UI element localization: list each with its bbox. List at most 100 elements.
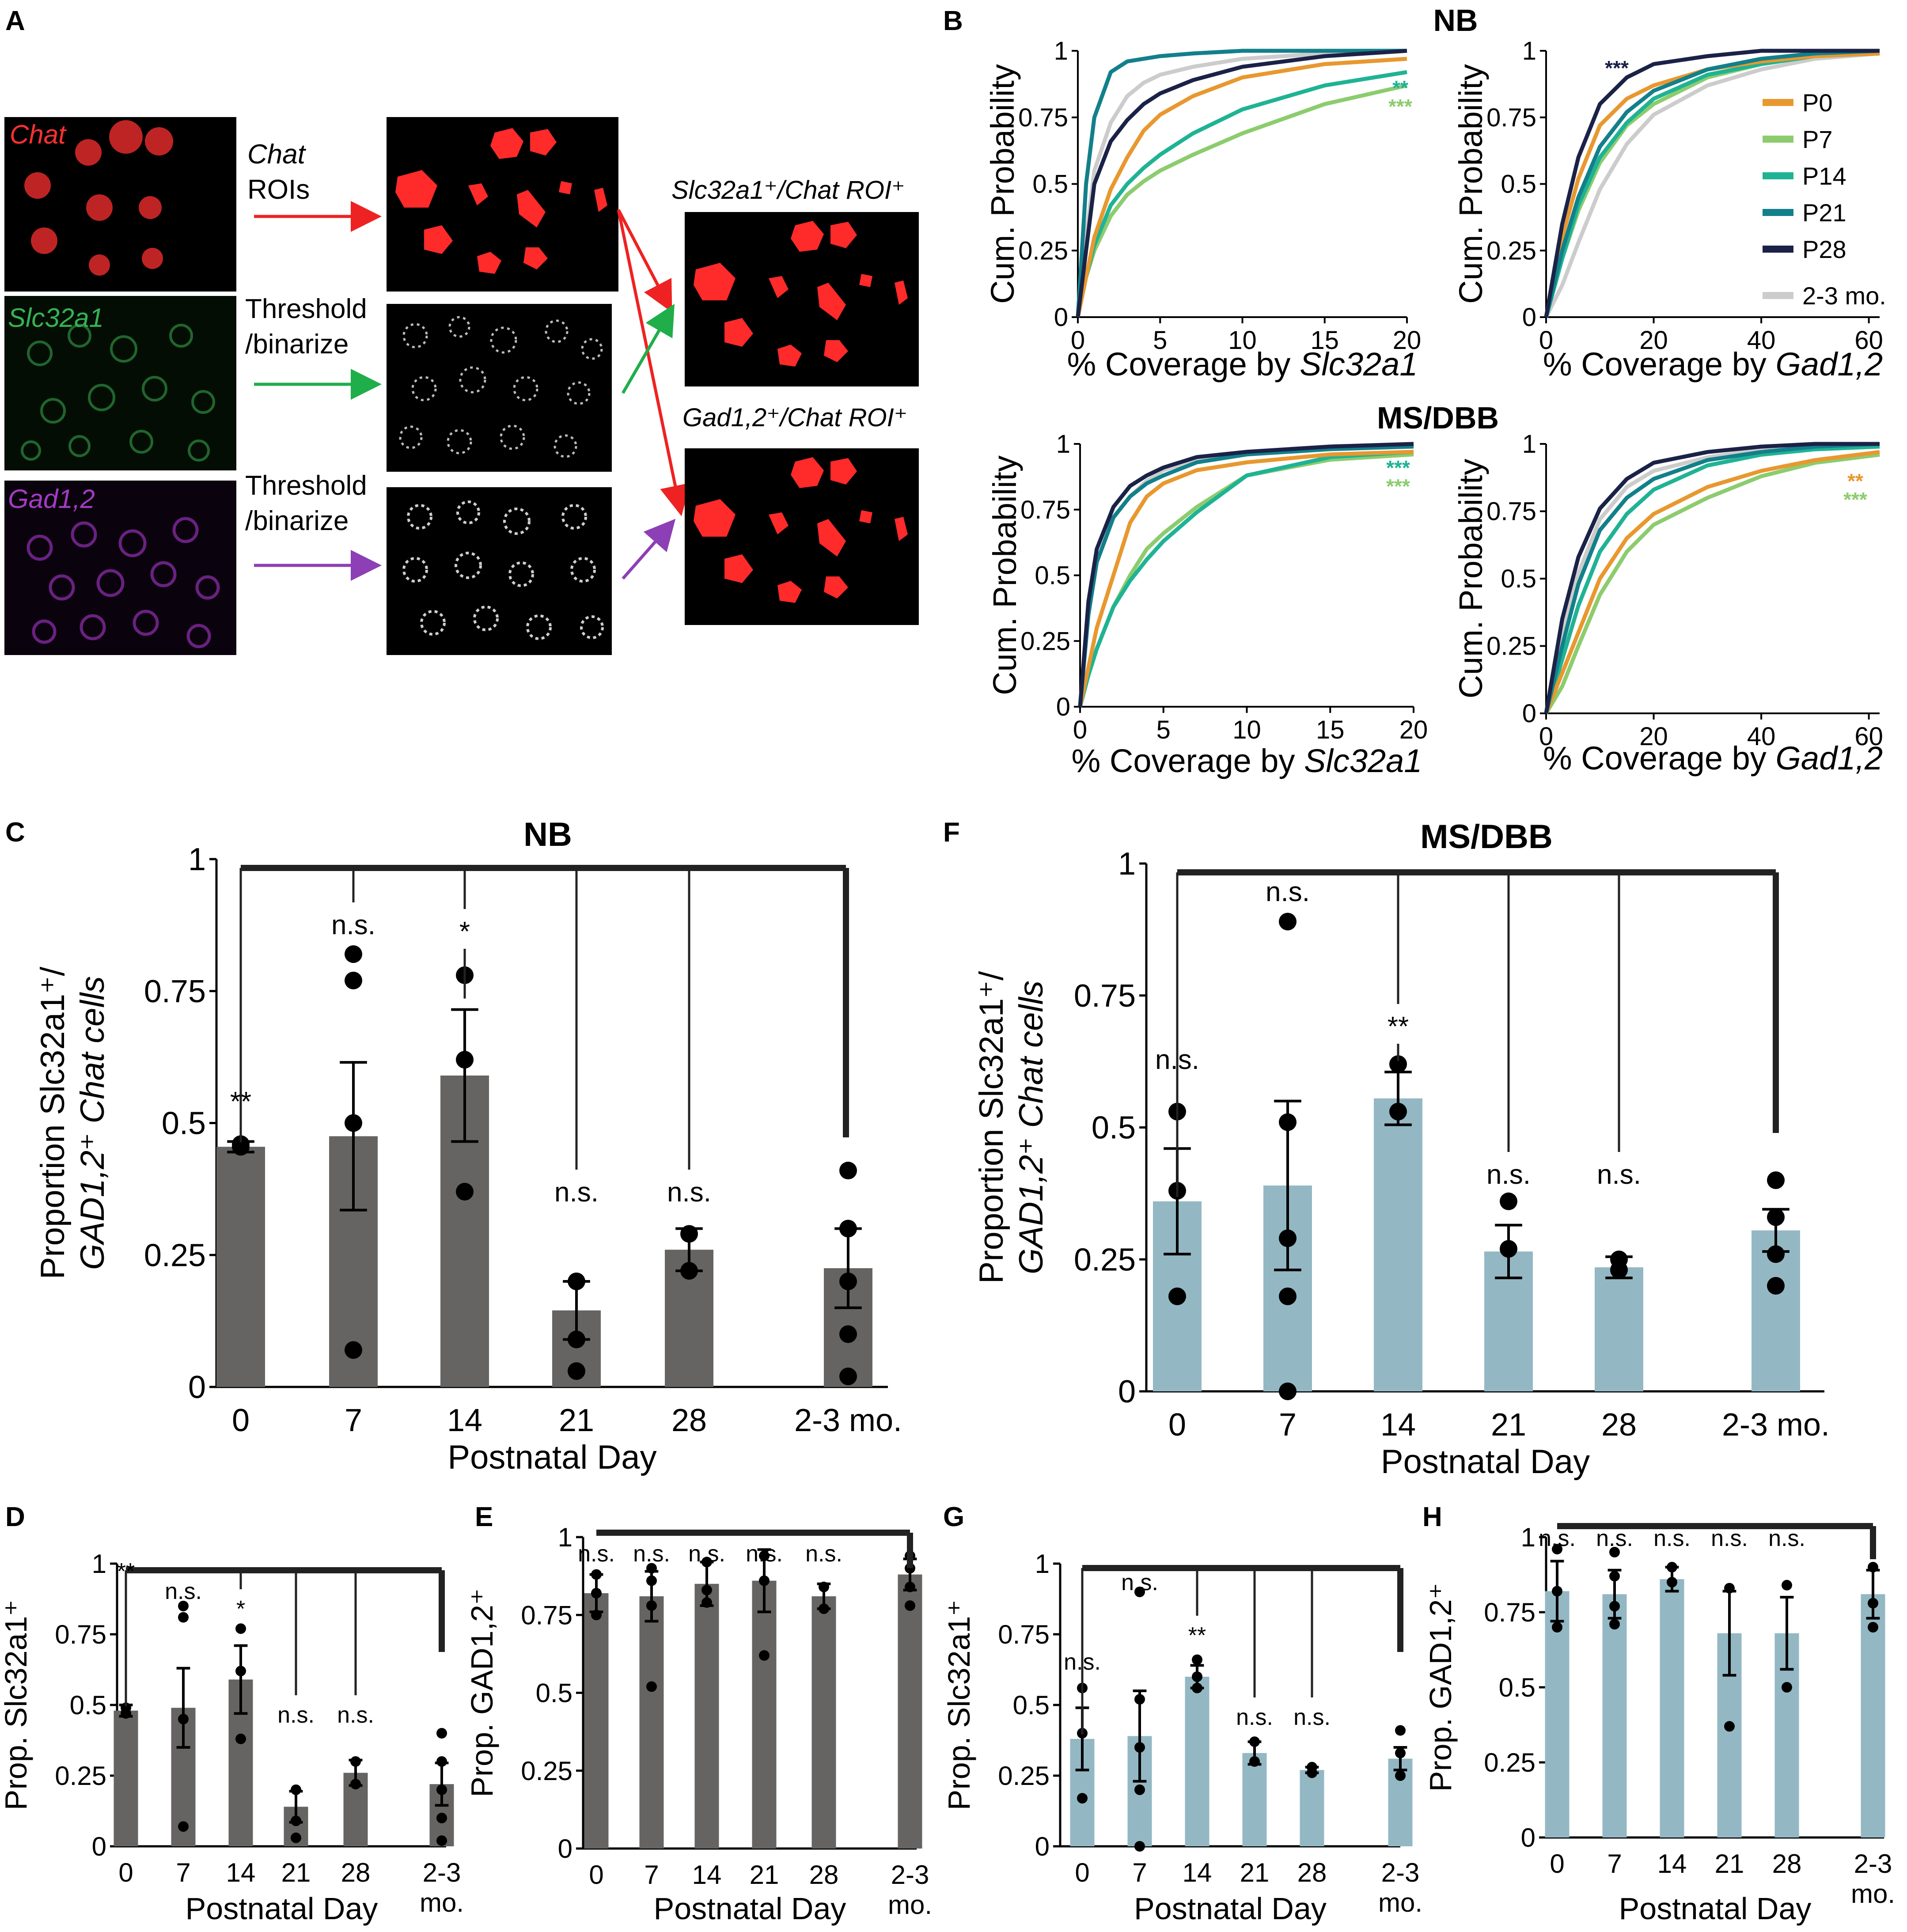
slc-binary-image [387,304,612,472]
y-tick-label: 0.75 [1486,103,1536,132]
data-point [1767,1208,1785,1226]
significance-label: ** [230,1087,251,1117]
y-tick-label: 0.5 [1032,170,1068,199]
gad-signal [27,517,220,648]
cdf-line-P0 [1076,57,1407,318]
data-point [1134,1742,1145,1753]
x-tick-label: 7 [1607,1849,1622,1879]
x-tick-label: 14 [1183,1858,1212,1887]
significance-marker: *** [1605,57,1629,80]
x-tick-label: 28 [1601,1407,1637,1443]
y-axis-label: Cum. Probability [1452,64,1489,304]
x-tick-label: mo. [1378,1888,1422,1917]
data-point [701,1557,712,1568]
data-point [646,1600,657,1611]
panel-letter-d: D [5,1502,25,1532]
data-point [1395,1770,1406,1781]
x-tick-label: 7 [176,1858,190,1887]
data-point [839,1273,857,1290]
data-point [436,1784,447,1795]
x-tick-label: 2-3 [423,1858,461,1887]
chat-roi-shapes [395,128,607,274]
data-point [178,1821,189,1832]
x-tick-label: 0 [118,1858,133,1887]
y-tick-label: 1 [1118,846,1136,882]
panel-a: Chat Slc32a1 Gad1,2 Chat ROIs Threshold … [4,117,919,655]
y-tick-label: 0.5 [1035,561,1070,590]
y-axis-label: Prop. Slc32a1⁺ [942,1600,976,1811]
data-point [1552,1544,1562,1555]
significance-label: n.s. [1539,1526,1576,1551]
y-tick-label: 1 [1035,1549,1050,1579]
y-axis-label: Cum. Probability [984,64,1021,304]
x-tick-label: 40 [1747,326,1776,355]
arrow-slc-binary-to-output [621,303,675,394]
data-point [1192,1682,1202,1693]
data-point [345,971,362,989]
x-axis-label: Postnatal Day [447,1439,656,1476]
y-tick-label: 1 [1522,37,1536,65]
data-point [680,1262,698,1280]
x-tick-label: 2-3 mo. [1722,1407,1830,1443]
significance-label: * [236,1596,245,1622]
x-axis-label: Postnatal Day [1619,1891,1812,1926]
x-tick-label: mo. [420,1888,464,1917]
significance-label: n.s. [165,1579,202,1604]
y-tick-label: 0.5 [1013,1690,1050,1720]
panel-letter-f: F [943,817,960,848]
y-tick-label: 1 [1522,430,1536,458]
bar-chart-g: 0 0.25 0.5 0.75 1 0 7 14 21 28 2-3mo. n.s. n.s. ** n.s… [942,1549,1422,1926]
data-point [232,1135,250,1153]
x-tick-label: 14 [1380,1407,1416,1443]
bar-4 [811,1596,836,1849]
x-tick-label: 7 [644,1860,659,1890]
bar-5 [898,1574,922,1849]
x-axis-label-gene: Slc32a1 [1300,346,1418,383]
data-point [1249,1736,1260,1747]
significance-label: n.s. [805,1541,842,1567]
y-tick-label: 0 [1118,1374,1136,1409]
data-point [1609,1547,1620,1557]
x-tick-label: 28 [1772,1849,1802,1879]
y-tick-label: 0.25 [1018,236,1068,265]
x-axis-label: % Coverage by Slc32a1 [1072,742,1422,779]
data-point [1868,1622,1878,1633]
significance-label: n.s. [1653,1526,1691,1551]
y-tick-label: 0.5 [1092,1110,1136,1146]
data-point [291,1815,301,1826]
y-tick-label: 1 [1056,430,1070,458]
y-tick-label: 1 [1054,37,1068,65]
bar-chart-d: 0 0.25 0.5 0.75 1 0 7 14 21 28 2-3mo. ** n.s. * n.s. n.… [0,1549,464,1926]
significance-label: n.s. [1266,877,1310,907]
data-point [1134,1587,1145,1597]
x-tick-label: 60 [1854,326,1883,355]
y-tick-label: 0.75 [1484,1598,1535,1627]
y-tick-label: 1 [188,842,206,877]
data-point [1307,1767,1317,1778]
panel-letter-a: A [5,6,25,36]
x-axis-label: Postnatal Day [1134,1891,1327,1926]
legend-label-adult: 2-3 mo. [1802,282,1886,310]
x-tick-label: 14 [447,1403,482,1438]
y-tick-label: 0.25 [521,1756,572,1786]
cdf-line-P0 [1544,51,1880,318]
y-tick-label: 0.25 [144,1238,206,1273]
significance-label: n.s. [331,910,375,940]
chart-title: MS/DBB [1420,818,1553,856]
data-point [1168,1287,1186,1305]
data-point [701,1597,712,1608]
significance-label: n.s. [1486,1159,1531,1190]
significance-marker: *** [1386,456,1410,479]
bar-1 [639,1596,664,1849]
x-axis-label: Postnatal Day [1381,1443,1590,1481]
bar-5 [1861,1594,1885,1837]
y-axis-label-line1: Proportion Slc32a1⁺/ [34,966,72,1280]
data-point [591,1610,602,1621]
data-point [1192,1671,1202,1682]
data-point [819,1603,829,1614]
x-tick-label: 2-3 mo. [794,1403,902,1438]
data-point [1868,1598,1878,1609]
